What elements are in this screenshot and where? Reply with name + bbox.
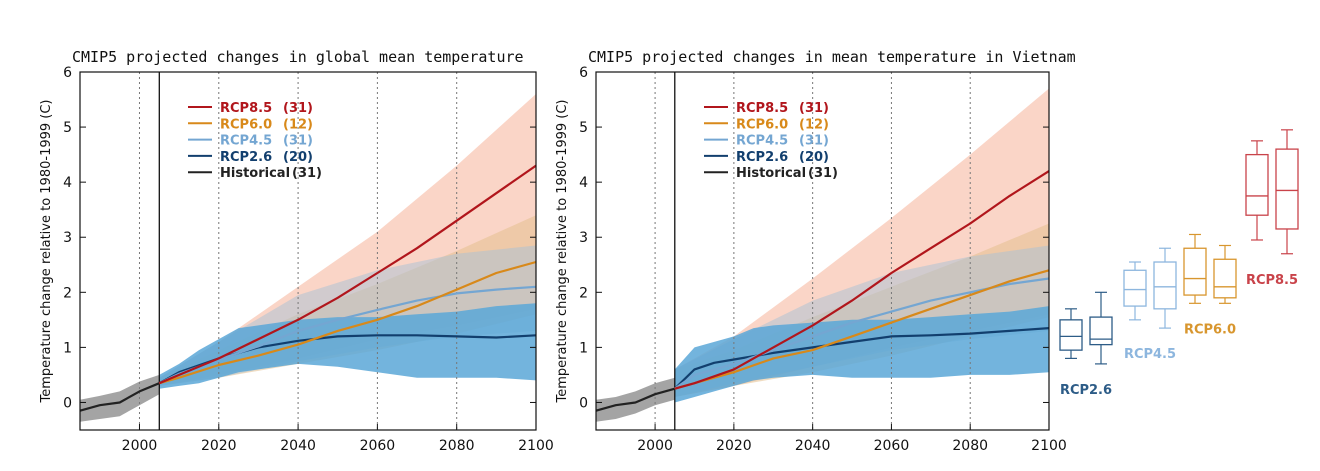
legend-count-rcp45: (31) (799, 134, 829, 149)
plot-frame (595, 71, 1050, 431)
legend-count-rcp26: (20) (283, 150, 313, 165)
y-tick-label: 3 (63, 230, 72, 246)
y-tick-label: 0 (579, 395, 588, 411)
box-body (1123, 269, 1147, 307)
y-tick-label: 6 (579, 65, 588, 81)
legend-label-rcp45: RCP4.5 (736, 134, 788, 149)
box-body (1213, 258, 1237, 299)
x-tick-label: 2020 (716, 438, 752, 454)
x-tick-label: 2020 (201, 438, 237, 454)
series-line-rcp60 (674, 269, 1050, 390)
series-line-rcp85 (674, 170, 1050, 390)
box-label-rcp45: RCP4.5 (1124, 347, 1176, 362)
legend-label-rcp85: RCP8.5 (220, 101, 272, 116)
box-plot-group: RCP2.6 RCP4.5 RCP6.0 RCP8.5 (1059, 129, 1299, 398)
box-body (1089, 316, 1113, 346)
y-tick-label: 4 (63, 175, 72, 191)
y-tick-label: 4 (579, 175, 588, 191)
x-tick-label: 2000 (637, 438, 673, 454)
legend-label-hist: Historical (736, 166, 806, 181)
y-tick-label: 5 (63, 120, 72, 136)
y-axis-label: Temperature change relative to 1980-1999… (39, 99, 54, 403)
legend-count-rcp60: (12) (283, 117, 313, 132)
uncertainty-band-rcp26 (159, 303, 537, 389)
series-line-hist (79, 382, 160, 412)
box-group-rcp45: RCP4.5 (1123, 247, 1177, 362)
legend-label-rcp60: RCP6.0 (736, 117, 788, 132)
y-tick-label: 0 (63, 395, 72, 411)
legend-label-hist: Historical (220, 166, 290, 181)
legend-label-rcp26: RCP2.6 (220, 150, 272, 165)
legend-label-rcp26: RCP2.6 (736, 150, 788, 165)
box-body (1183, 247, 1207, 296)
series-line-rcp26 (674, 327, 1050, 390)
legend-count-hist: (31) (808, 166, 838, 181)
plot-frame (79, 71, 537, 431)
legend-count-rcp26: (20) (799, 150, 829, 165)
uncertainty-band-hist (596, 377, 675, 422)
panel-2: CMIP5 projected changes in mean temperat… (555, 48, 1076, 454)
box-body (1059, 319, 1083, 351)
uncertainty-band-rcp26 (674, 306, 1049, 403)
x-tick-label: 2100 (1031, 438, 1067, 454)
legend-label-rcp45: RCP4.5 (220, 134, 272, 149)
x-tick-label: 2060 (874, 438, 910, 454)
legend-label-rcp85: RCP8.5 (736, 101, 788, 116)
uncertainty-band-hist (80, 374, 160, 422)
box-group-rcp60: RCP6.0 (1183, 233, 1237, 337)
chart-title: CMIP5 projected changes in global mean t… (72, 48, 524, 66)
chart-title: CMIP5 projected changes in mean temperat… (588, 48, 1076, 66)
y-tick-label: 3 (579, 230, 588, 246)
y-tick-label: 1 (579, 340, 588, 356)
series-line-rcp85 (158, 164, 537, 385)
x-tick-label: 2100 (518, 438, 554, 454)
box-label-rcp60: RCP6.0 (1184, 322, 1236, 337)
box-body (1153, 261, 1177, 310)
y-tick-label: 1 (63, 340, 72, 356)
x-tick-label: 2060 (360, 438, 396, 454)
box-group-rcp85: RCP8.5 (1245, 129, 1299, 288)
y-tick-label: 5 (579, 120, 588, 136)
x-tick-label: 2040 (795, 438, 831, 454)
series-line-rcp60 (159, 260, 537, 385)
legend-count-rcp85: (31) (799, 101, 829, 116)
y-tick-label: 6 (63, 65, 72, 81)
box-body (1275, 148, 1299, 230)
x-tick-label: 2000 (122, 438, 158, 454)
y-tick-label: 2 (63, 285, 72, 301)
box-label-rcp85: RCP8.5 (1246, 273, 1298, 288)
panel-1: CMIP5 projected changes in global mean t… (39, 48, 554, 454)
box-body (1245, 153, 1269, 216)
legend-label-rcp60: RCP6.0 (220, 117, 272, 132)
box-label-rcp26: RCP2.6 (1060, 383, 1112, 398)
x-tick-label: 2040 (280, 438, 316, 454)
series-line-hist (595, 387, 676, 412)
x-tick-label: 2080 (952, 438, 988, 454)
legend-count-hist: (31) (292, 166, 322, 181)
legend-count-rcp85: (31) (283, 101, 313, 116)
y-tick-label: 2 (579, 285, 588, 301)
y-axis-label: Temperature change relative to 1980-1999… (555, 99, 570, 403)
legend-count-rcp45: (31) (283, 134, 313, 149)
box-group-rcp26: RCP2.6 (1059, 291, 1113, 398)
x-tick-label: 2080 (439, 438, 475, 454)
legend-count-rcp60: (12) (799, 117, 829, 132)
